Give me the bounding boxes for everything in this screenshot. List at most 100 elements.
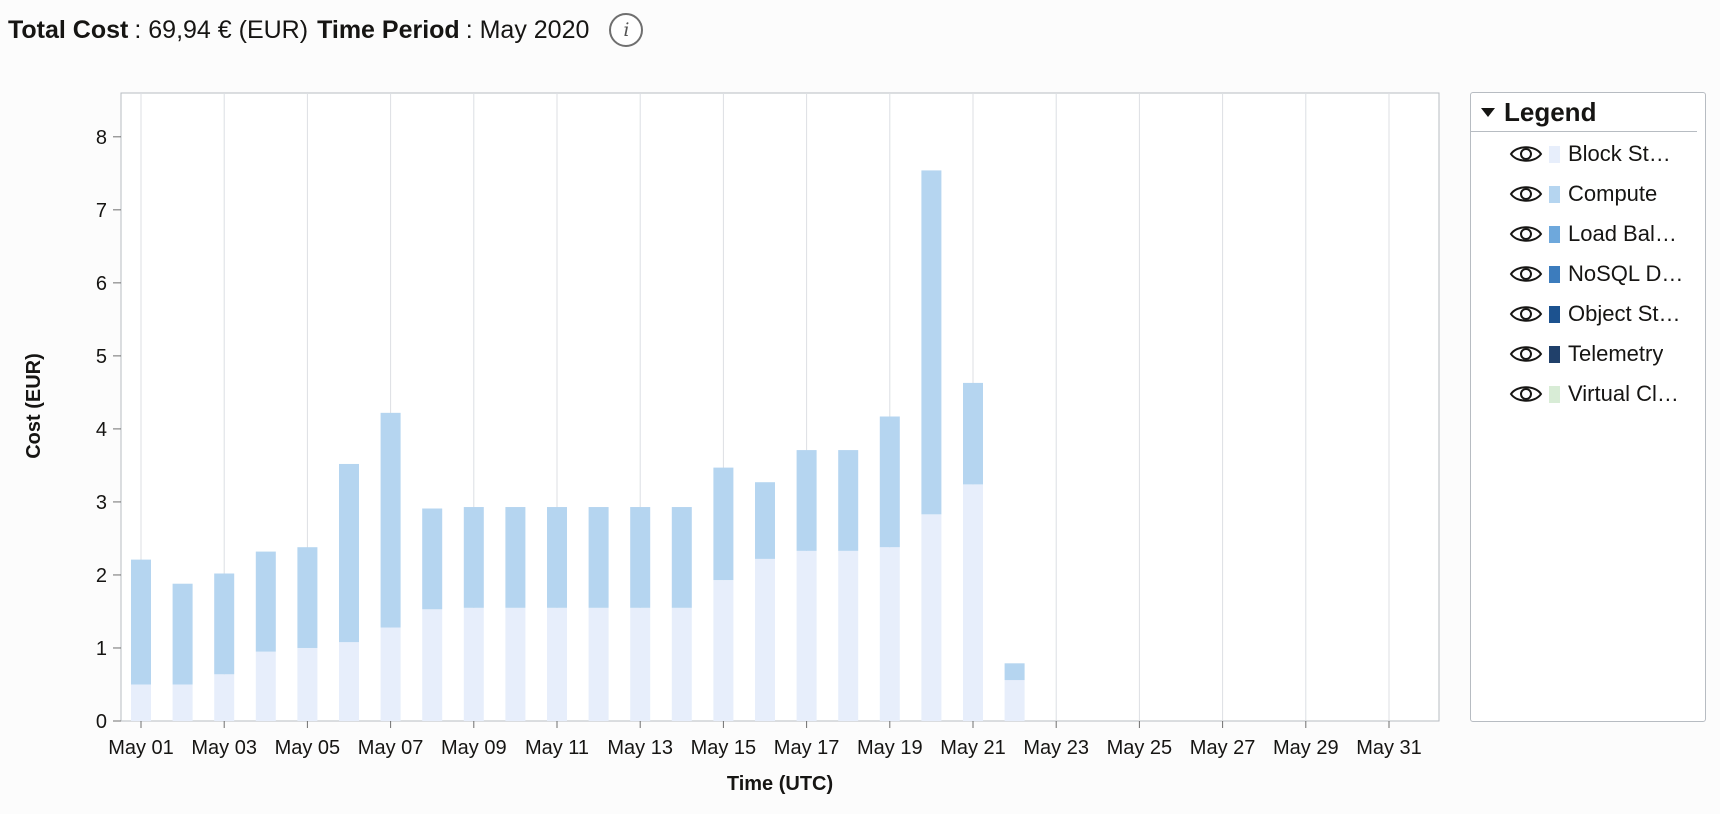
bar-segment bbox=[963, 382, 983, 485]
bar-segment bbox=[1004, 663, 1025, 681]
bar-segment bbox=[588, 607, 609, 721]
summary-header: Total Cost : 69,94 € (EUR) Time Period :… bbox=[8, 10, 644, 50]
x-tick-label: May 31 bbox=[1356, 737, 1422, 759]
bar-segment bbox=[630, 607, 651, 721]
x-tick-label: May 09 bbox=[441, 737, 507, 759]
bar-segment bbox=[671, 507, 692, 608]
x-tick-label: May 15 bbox=[691, 737, 757, 759]
total-cost-value: : 69,94 € (EUR) bbox=[134, 15, 309, 44]
x-tick-label: May 07 bbox=[358, 737, 424, 759]
y-tick-label: 7 bbox=[96, 200, 107, 222]
legend-item[interactable]: Load Bal… bbox=[1471, 214, 1705, 254]
eye-icon[interactable] bbox=[1509, 343, 1543, 365]
bar-segment bbox=[713, 580, 734, 721]
bar-segment bbox=[671, 607, 692, 721]
x-tick-label: May 13 bbox=[607, 737, 673, 759]
legend-label: Load Bal… bbox=[1568, 221, 1677, 246]
legend-header[interactable]: Legend bbox=[1471, 93, 1697, 132]
bar-segment bbox=[630, 507, 651, 608]
eye-icon[interactable] bbox=[1509, 183, 1543, 205]
bar-segment bbox=[547, 607, 567, 721]
bar-segment bbox=[796, 450, 817, 551]
x-tick-label: May 25 bbox=[1107, 737, 1173, 759]
legend-label: Block St… bbox=[1568, 141, 1671, 166]
legend-title: Legend bbox=[1504, 96, 1597, 127]
x-tick-label: May 11 bbox=[525, 737, 589, 759]
eye-icon[interactable] bbox=[1509, 223, 1543, 245]
x-tick-label: May 01 bbox=[108, 737, 174, 759]
legend-label: Compute bbox=[1568, 181, 1658, 206]
y-axis-title: Cost (EUR) bbox=[23, 353, 45, 459]
legend-swatch bbox=[1549, 185, 1560, 203]
bar-segment bbox=[380, 412, 401, 628]
bar-segment bbox=[505, 507, 526, 608]
bar-segment bbox=[380, 627, 401, 721]
legend-item[interactable]: Telemetry bbox=[1471, 334, 1705, 374]
bar-segment bbox=[131, 684, 151, 721]
info-icon[interactable]: i bbox=[609, 13, 644, 47]
bar-segment bbox=[463, 507, 484, 608]
x-tick-label: May 19 bbox=[857, 737, 923, 759]
legend-swatch bbox=[1549, 305, 1560, 323]
bar-segment bbox=[297, 647, 318, 721]
plot-area bbox=[120, 92, 1440, 722]
x-tick-label: May 05 bbox=[275, 737, 341, 759]
time-period-value: : May 2020 bbox=[465, 15, 590, 44]
eye-icon[interactable] bbox=[1509, 263, 1543, 285]
bar-segment bbox=[297, 547, 318, 648]
bar-segment bbox=[339, 463, 359, 643]
bars bbox=[131, 170, 1025, 721]
legend-label: Object St… bbox=[1568, 301, 1681, 326]
bar-segment bbox=[879, 547, 900, 721]
eye-icon[interactable] bbox=[1509, 383, 1543, 405]
bar-segment bbox=[755, 558, 775, 721]
x-tick-label: May 17 bbox=[774, 737, 840, 759]
legend-item[interactable]: Object St… bbox=[1471, 294, 1705, 334]
legend-swatch bbox=[1549, 225, 1560, 243]
x-tick-label: May 27 bbox=[1190, 737, 1256, 759]
bar-segment bbox=[588, 507, 609, 608]
x-axis-title: Time (UTC) bbox=[727, 773, 833, 795]
x-tick-label: May 03 bbox=[191, 737, 257, 759]
total-cost-label: Total Cost bbox=[8, 15, 129, 44]
legend-swatch bbox=[1549, 145, 1560, 163]
legend-item[interactable]: Virtual Cl… bbox=[1471, 374, 1705, 414]
legend-swatch bbox=[1549, 385, 1560, 403]
y-tick-label: 2 bbox=[96, 565, 107, 587]
y-tick-label: 1 bbox=[96, 638, 107, 660]
bar-segment bbox=[214, 573, 235, 675]
y-tick-label: 5 bbox=[96, 346, 107, 368]
bar-segment bbox=[172, 684, 193, 721]
cost-chart: 0 1 2 3 4 5 6 7 8 May 01 May 03 May 05 May 07 May 09 M… bbox=[23, 92, 1440, 795]
legend-item[interactable]: NoSQL D… bbox=[1471, 254, 1705, 294]
bar-segment bbox=[422, 609, 443, 721]
eye-icon[interactable] bbox=[1509, 143, 1543, 165]
bar-segment bbox=[963, 484, 983, 721]
legend-item[interactable]: Block St… bbox=[1471, 134, 1705, 174]
axes: 0 1 2 3 4 5 6 7 8 May 01 May 03 May 05 May 07 May 09 M… bbox=[96, 127, 1422, 759]
eye-icon[interactable] bbox=[1509, 303, 1543, 325]
y-tick-label: 3 bbox=[96, 492, 107, 514]
caret-down-icon[interactable] bbox=[1481, 107, 1495, 117]
legend-panel: Legend Block St… Compute Load Bal… NoSQL D…… bbox=[1470, 92, 1706, 722]
y-tick-label: 8 bbox=[96, 127, 107, 149]
y-tick-label: 0 bbox=[96, 711, 107, 733]
bar-segment bbox=[505, 607, 526, 721]
bar-segment bbox=[214, 674, 235, 721]
legend-list: Block St… Compute Load Bal… NoSQL D… Object … bbox=[1471, 132, 1705, 414]
x-tick-label: May 29 bbox=[1273, 737, 1339, 759]
bar-segment bbox=[255, 551, 276, 652]
bar-segment bbox=[463, 607, 484, 721]
bar-segment bbox=[879, 416, 900, 548]
bar-segment bbox=[921, 514, 942, 721]
bar-segment bbox=[131, 559, 151, 685]
bar-segment bbox=[172, 583, 193, 685]
bar-segment bbox=[713, 467, 734, 581]
legend-label: NoSQL D… bbox=[1568, 261, 1684, 286]
y-tick-label: 4 bbox=[96, 419, 107, 441]
legend-item[interactable]: Compute bbox=[1471, 174, 1705, 214]
x-tick-label: May 21 bbox=[940, 737, 1006, 759]
y-tick-label: 6 bbox=[96, 273, 107, 295]
bar-segment bbox=[547, 507, 567, 608]
x-tick-label: May 23 bbox=[1023, 737, 1089, 759]
